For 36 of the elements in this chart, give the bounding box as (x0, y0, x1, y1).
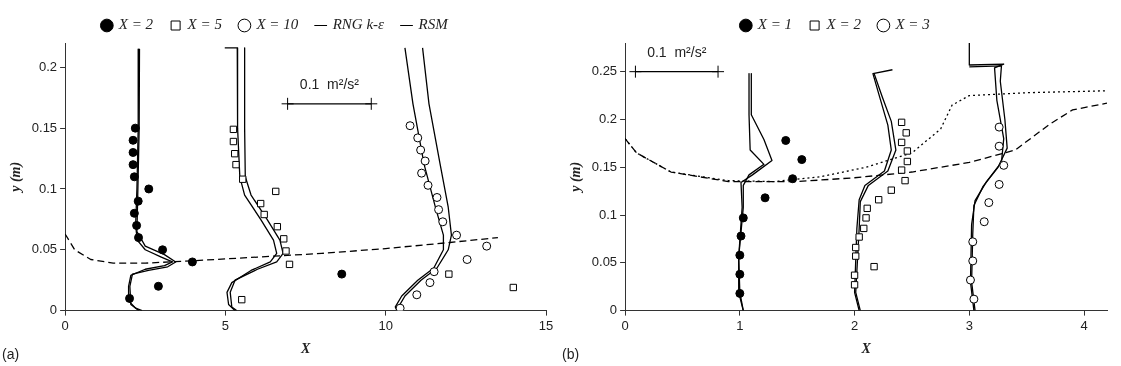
x-axis-title: X (860, 341, 872, 357)
y-tick-label: 0 (609, 302, 618, 318)
y-tick-label: 0.05 (591, 254, 618, 270)
annotation: 0.1 m²/s² (299, 75, 360, 92)
x-tick-label: 4 (1080, 317, 1088, 333)
x-tick-label: 0 (61, 317, 69, 333)
legend-label: X = 2 (117, 16, 154, 33)
x-tick-label: 2 (850, 317, 859, 333)
x-tick-label: 0 (621, 317, 629, 333)
y-tick-label: 0.2 (599, 111, 618, 127)
y-tick-label: 0.15 (591, 158, 618, 174)
legend-label: RNG k-ε (331, 16, 385, 33)
legend-label: X = 5 (186, 16, 223, 33)
legend-label: X = 10 (255, 16, 299, 33)
x-tick-label: 5 (221, 317, 230, 333)
y-tick-label: 0.25 (591, 63, 618, 79)
legend-label: X = 3 (894, 16, 930, 33)
y-tick-label: 0.1 (599, 206, 618, 222)
x-axis-title: X (299, 341, 311, 357)
y-tick-label: 0.15 (31, 119, 58, 135)
legend-label: RSM (417, 16, 450, 33)
x-tick-label: 3 (965, 317, 973, 333)
x-tick-label: 10 (378, 317, 393, 333)
y-tick-label: 0 (49, 302, 58, 318)
y-tick-label: 0.05 (31, 241, 58, 257)
annotation: 0.1 m²/s² (647, 43, 707, 60)
text: (b) (562, 345, 580, 362)
y-axis-title: y (m) (8, 161, 25, 194)
x-tick-label: 1 (736, 317, 744, 333)
legend-label: X = 2 (825, 16, 862, 33)
y-tick-label: 0.2 (39, 58, 58, 74)
legend-label: X = 1 (756, 16, 793, 33)
x-tick-label: 15 (538, 317, 554, 333)
y-axis-title: y (m) (568, 161, 585, 194)
text: (a) (2, 345, 20, 362)
y-tick-label: 0.1 (39, 180, 58, 196)
